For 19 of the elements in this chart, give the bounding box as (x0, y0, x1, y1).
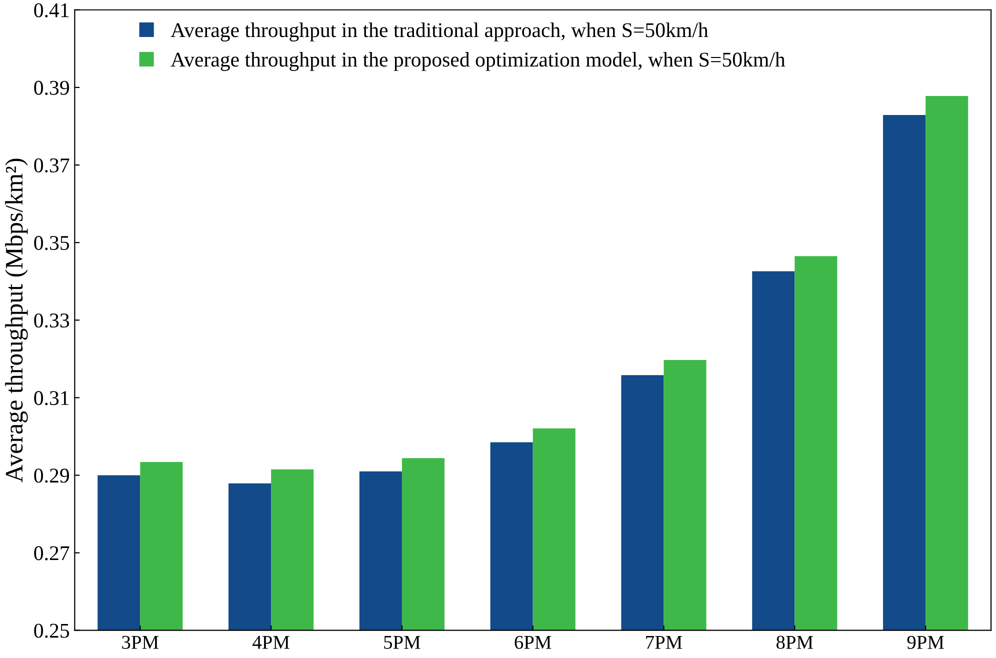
y-tick-label: 0.29 (34, 468, 69, 483)
y-tick-label: 0.31 (34, 391, 69, 406)
legend-label: Average throughput in the traditional approach, when S=50km/h (170, 22, 708, 42)
x-tick-label: 6PM (514, 636, 552, 649)
y-axis-title: Average throughput (Mbps/km²) (5, 158, 28, 482)
legend-label: Average throughput in the proposed optimization model, when S=50km/h (170, 52, 786, 71)
x-tick-label: 3PM (122, 636, 158, 649)
x-tick-label: 7PM (646, 636, 682, 649)
y-tick-label: 0.33 (34, 313, 70, 328)
x-tick-label: 5PM (384, 636, 420, 649)
y-tick-label: 0.39 (34, 80, 69, 95)
x-tick-label: 8PM (776, 636, 814, 649)
y-tick-label: 0.27 (34, 546, 70, 560)
y-tick-label: 0.37 (34, 158, 70, 173)
y-tick-label: 0.41 (34, 3, 69, 18)
x-tick-label: 9PM (907, 636, 944, 649)
y-tick-label: 0.35 (34, 236, 70, 250)
x-tick-label: 4PM (252, 636, 290, 649)
y-tick-label: 0.25 (34, 624, 70, 638)
